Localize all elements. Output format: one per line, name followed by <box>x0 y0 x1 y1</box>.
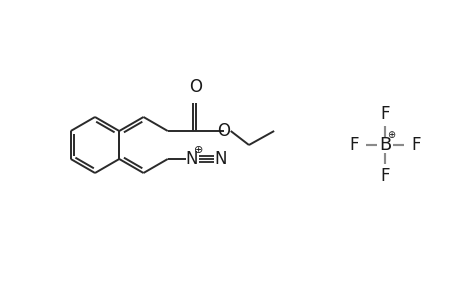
Text: F: F <box>380 167 389 185</box>
Text: O: O <box>217 122 230 140</box>
Text: O: O <box>189 78 202 96</box>
Text: F: F <box>410 136 420 154</box>
Text: ⊕: ⊕ <box>386 130 394 140</box>
Text: N: N <box>214 150 227 168</box>
Text: F: F <box>380 105 389 123</box>
Text: N: N <box>185 150 197 168</box>
Text: B: B <box>378 136 390 154</box>
Text: F: F <box>348 136 358 154</box>
Text: ⊕: ⊕ <box>193 145 203 155</box>
